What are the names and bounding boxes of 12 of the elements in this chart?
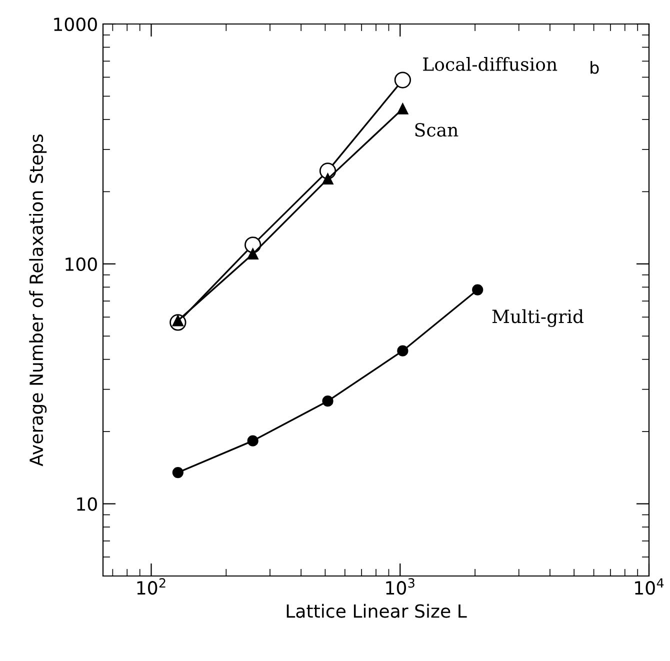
y-tick-label: 100 — [66, 257, 97, 272]
series-label: Local-diffusion — [423, 57, 558, 71]
y-tick-label: 1000 — [54, 17, 97, 32]
x-tick-label: 10$^{3}$ — [386, 578, 414, 595]
y-tick-label: 10 — [77, 497, 97, 511]
x-tick-label: 10$^{4}$ — [635, 578, 664, 595]
x-axis-title: Lattice Linear Size L — [286, 604, 467, 618]
series-label: Multi-grid — [492, 309, 584, 327]
annotation: b — [590, 61, 599, 74]
x-tick-label: 10$^{2}$ — [137, 578, 166, 595]
y-axis-title: Average Number of Relaxation Steps — [29, 134, 47, 466]
series-label: Scan — [415, 123, 458, 137]
